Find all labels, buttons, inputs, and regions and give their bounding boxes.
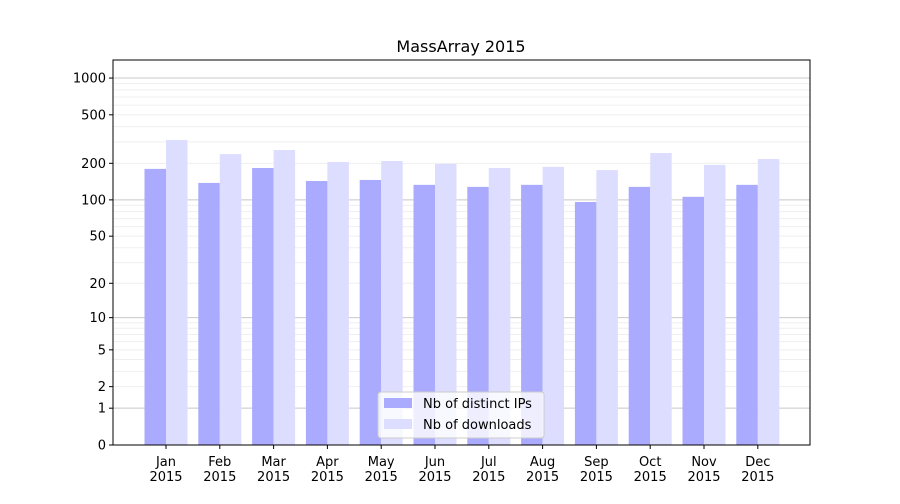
y-tick-label: 1000	[73, 72, 106, 87]
y-tick-label: 2	[98, 380, 106, 395]
bar-downloads	[542, 166, 565, 446]
x-tick-label: May 2015	[365, 455, 398, 485]
chart-title: MassArray 2015	[396, 37, 525, 56]
x-tick-label: Aug 2015	[526, 455, 559, 485]
x-tick-label: Sep 2015	[580, 455, 613, 485]
x-tick-label: Feb 2015	[203, 455, 236, 485]
y-tick-label: 500	[81, 108, 106, 123]
x-tick-label: Jul 2015	[472, 455, 505, 485]
x-tick-label: Apr 2015	[311, 455, 344, 485]
bar-distinct-ips	[252, 168, 274, 445]
bar-distinct-ips	[628, 186, 651, 445]
y-tick-label: 50	[89, 230, 106, 245]
plot-frame	[112, 59, 811, 446]
legend-label: Nb of distinct IPs	[423, 397, 532, 412]
bar-downloads	[327, 162, 349, 445]
bar-downloads	[650, 153, 672, 445]
x-tick-label: Jun 2015	[418, 455, 451, 485]
bar-distinct-ips	[305, 181, 328, 445]
legend: Nb of distinct IPs Nb of downloads	[377, 391, 545, 439]
bar-distinct-ips	[682, 196, 704, 445]
x-tick-label: Nov 2015	[687, 455, 720, 485]
x-tick-label: Jan 2015	[149, 455, 182, 485]
y-tick-label: 200	[81, 157, 106, 172]
y-tick-label: 0	[98, 439, 106, 454]
bar-downloads	[704, 164, 726, 445]
legend-box	[377, 391, 545, 439]
bar-downloads	[596, 170, 618, 445]
y-tick-label: 20	[89, 277, 106, 292]
bar-distinct-ips	[198, 182, 220, 445]
bar-downloads	[166, 139, 188, 445]
bar-downloads	[488, 168, 511, 445]
bar-distinct-ips	[413, 184, 435, 445]
bar-downloads	[757, 159, 780, 445]
y-tick-label: 5	[98, 343, 106, 358]
bar-distinct-ips	[144, 168, 166, 445]
y-tick-label: 100	[81, 193, 106, 208]
bar-distinct-ips	[574, 202, 597, 445]
legend-swatch	[384, 398, 412, 408]
y-tick-label: 10	[89, 311, 106, 326]
x-tick-label: Dec 2015	[741, 455, 774, 485]
x-tick-label: Oct 2015	[634, 455, 667, 485]
bar-distinct-ips	[467, 186, 489, 445]
bar-downloads	[381, 160, 403, 445]
legend-swatch	[384, 419, 412, 429]
bar-downloads	[219, 154, 242, 445]
x-tick-label: Mar 2015	[257, 455, 290, 485]
bar-distinct-ips	[359, 179, 382, 446]
y-tick-label: 1	[98, 402, 106, 417]
bar-distinct-ips	[736, 184, 758, 445]
bar-downloads	[435, 163, 457, 445]
legend-label: Nb of downloads	[423, 418, 532, 433]
bar-downloads	[273, 150, 296, 446]
bar-distinct-ips	[521, 184, 543, 445]
